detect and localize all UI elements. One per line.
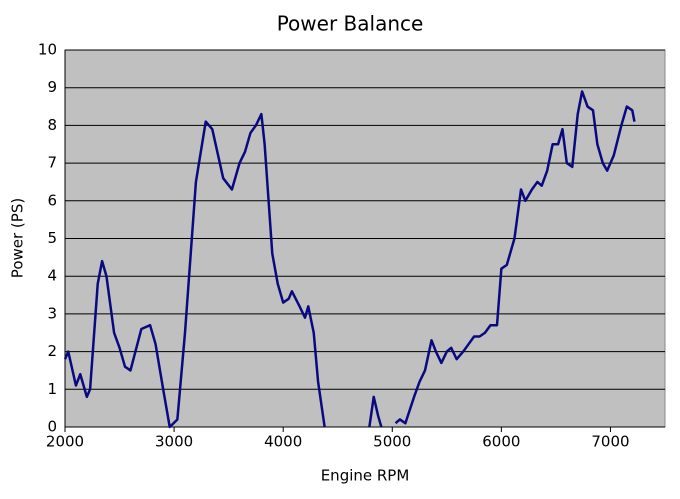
y-tick-label: 3 bbox=[47, 304, 57, 322]
y-tick-label: 4 bbox=[47, 267, 57, 285]
y-tick-label: 7 bbox=[47, 154, 57, 172]
y-tick-label: 2 bbox=[47, 342, 57, 360]
x-tick-label: 6000 bbox=[482, 433, 520, 451]
y-axis-label: Power (PS) bbox=[9, 198, 27, 278]
x-tick-label: 7000 bbox=[591, 433, 629, 451]
x-tick-label: 2000 bbox=[46, 433, 84, 451]
data-line bbox=[63, 90, 636, 429]
x-tick-label: 5000 bbox=[373, 433, 411, 451]
chart-title: Power Balance bbox=[277, 12, 424, 36]
x-tick-label: 3000 bbox=[155, 433, 193, 451]
y-tick-label: 9 bbox=[47, 78, 57, 96]
y-tick-label: 1 bbox=[47, 380, 57, 398]
y-tick-label: 6 bbox=[47, 191, 57, 209]
y-tick-label: 8 bbox=[47, 116, 57, 134]
y-tick-label: 10 bbox=[38, 41, 57, 59]
y-tick-label: 5 bbox=[47, 229, 57, 247]
x-axis-label: Engine RPM bbox=[321, 467, 410, 485]
x-tick-label: 4000 bbox=[264, 433, 302, 451]
y-tick-label: 0 bbox=[47, 418, 57, 436]
